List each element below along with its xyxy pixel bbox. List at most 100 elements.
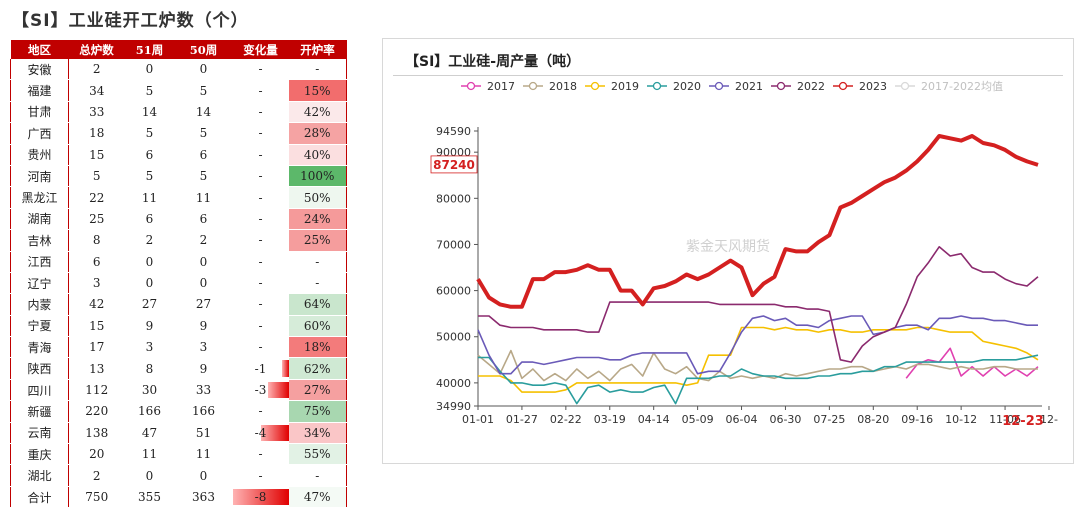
cell-change: - [232,464,289,487]
series-line-2021 [477,315,1038,375]
last-date-label: 12-23 [1002,414,1044,429]
legend-label-2017-2022均值: 2017-2022均值 [921,80,1003,93]
cell-total: 17 [68,336,125,359]
cell-week51: 5 [124,122,175,145]
cell-region: 安徽 [10,59,69,81]
cell-change: - [232,293,289,316]
cell-week51: 5 [124,165,175,188]
series-line-2018 [477,349,1038,382]
cell-rate: 34% [288,422,347,445]
change-value: - [258,404,263,419]
cell-rate: 50% [288,186,347,209]
table-row: 湖南 25 6 6-24% [10,208,347,231]
cell-rate: 62% [288,357,347,380]
cell-change: - [232,336,289,359]
y-tick-label: 34990 [436,400,471,413]
legend-marker-2023 [838,81,848,91]
table-row: 陕西 13 8 9 -1 62% [10,357,347,380]
legend-label-2022: 2022 [797,80,825,93]
legend-label-2017: 2017 [487,80,515,93]
y-tick-label: 50000 [436,331,471,344]
watermark: 紫金天风期货 [686,238,770,255]
cell-rate: 18% [288,336,347,359]
cell-week51: 6 [124,144,175,166]
change-value: - [258,190,263,205]
table-row: 福建 34 5 5-15% [10,79,347,102]
cell-total: 5 [68,165,125,188]
series-line-2022 [478,246,1039,363]
legend-label-2020: 2020 [673,80,701,93]
cell-change: - [232,59,289,81]
cell-region: 福建 [10,79,69,102]
cell-total: 112 [68,379,125,402]
x-tick-label: 09-16 [901,413,933,426]
y-tick-label: 70000 [436,238,471,251]
table-row: 云南 138 47 51 -4 34% [10,422,347,445]
header-region: 地区 [10,40,69,59]
table-row: 甘肃 33 14 14-42% [10,101,347,124]
cell-region: 河南 [10,165,69,188]
cell-rate: 24% [288,208,347,231]
cell-week51: 3 [124,336,175,359]
table-row: 重庆 20 11 11-55% [10,443,347,466]
table-row: 江西 6 0 0- - [10,251,347,273]
cell-change: - [232,144,289,166]
header-week51: 51周 [124,40,175,59]
change-value: - [258,297,263,312]
cell-region: 江西 [10,251,69,273]
table-row: 辽宁 3 0 0- - [10,272,347,295]
cell-week50: 5 [174,79,233,102]
change-bar [232,488,289,506]
table-row: 黑龙江 22 11 11-50% [10,186,347,209]
cell-total: 22 [68,186,125,209]
change-value: - [258,126,263,141]
cell-total: 6 [68,251,125,273]
table-row: 安徽 2 0 0- - [10,59,347,81]
x-tick-label: 05-09 [682,413,714,426]
cell-rate: 75% [288,400,347,423]
cell-week51: 8 [124,357,175,380]
cell-total: 2 [68,464,125,487]
cell-total: 220 [68,400,125,423]
cell-week50: 0 [174,464,233,487]
cell-region: 合计 [10,485,69,508]
cell-region: 吉林 [10,229,69,252]
cell-week51: 14 [124,101,175,124]
cell-region: 宁夏 [10,315,69,338]
cell-region: 陕西 [10,357,69,380]
cell-change: - [232,79,289,102]
change-bar [267,381,289,399]
x-tick-label: 12- [1040,413,1058,426]
change-value: - [258,83,263,98]
legend-marker-2018 [528,81,538,91]
cell-week51: 2 [124,229,175,252]
change-bar [281,360,289,377]
cell-rate: 47% [288,485,347,508]
y-tick-label: 94590 [436,125,471,138]
cell-week50: 6 [174,208,233,231]
cell-total: 138 [68,422,125,445]
cell-week50: 11 [174,443,233,466]
cell-change: - [232,101,289,124]
legend-marker-2017-2022均值 [900,81,910,91]
cell-week50: 9 [174,357,233,380]
legend-label-2018: 2018 [549,80,577,93]
cell-week51: 11 [124,443,175,466]
weekly-output-chart: 紫金天风期货3499040000500006000070000800009000… [430,80,1058,429]
cell-change: - [232,272,289,295]
cell-total: 42 [68,293,125,316]
cell-week51: 0 [124,251,175,273]
header-week50: 50周 [174,40,233,59]
table-row: 河南 5 5 5-100% [10,165,347,188]
x-tick-label: 06-30 [769,413,801,426]
table-row: 四川 112 30 33 -3 27% [10,379,347,402]
table-row: 新疆 220 166 166-75% [10,400,347,423]
cell-change: - [232,229,289,252]
cell-rate: 27% [288,379,347,402]
cell-week51: 47 [124,422,175,445]
legend-marker-2021 [714,81,724,91]
cell-week51: 30 [124,379,175,402]
cell-change: - [232,165,289,188]
cell-total: 15 [68,144,125,166]
cell-change: - [232,122,289,145]
